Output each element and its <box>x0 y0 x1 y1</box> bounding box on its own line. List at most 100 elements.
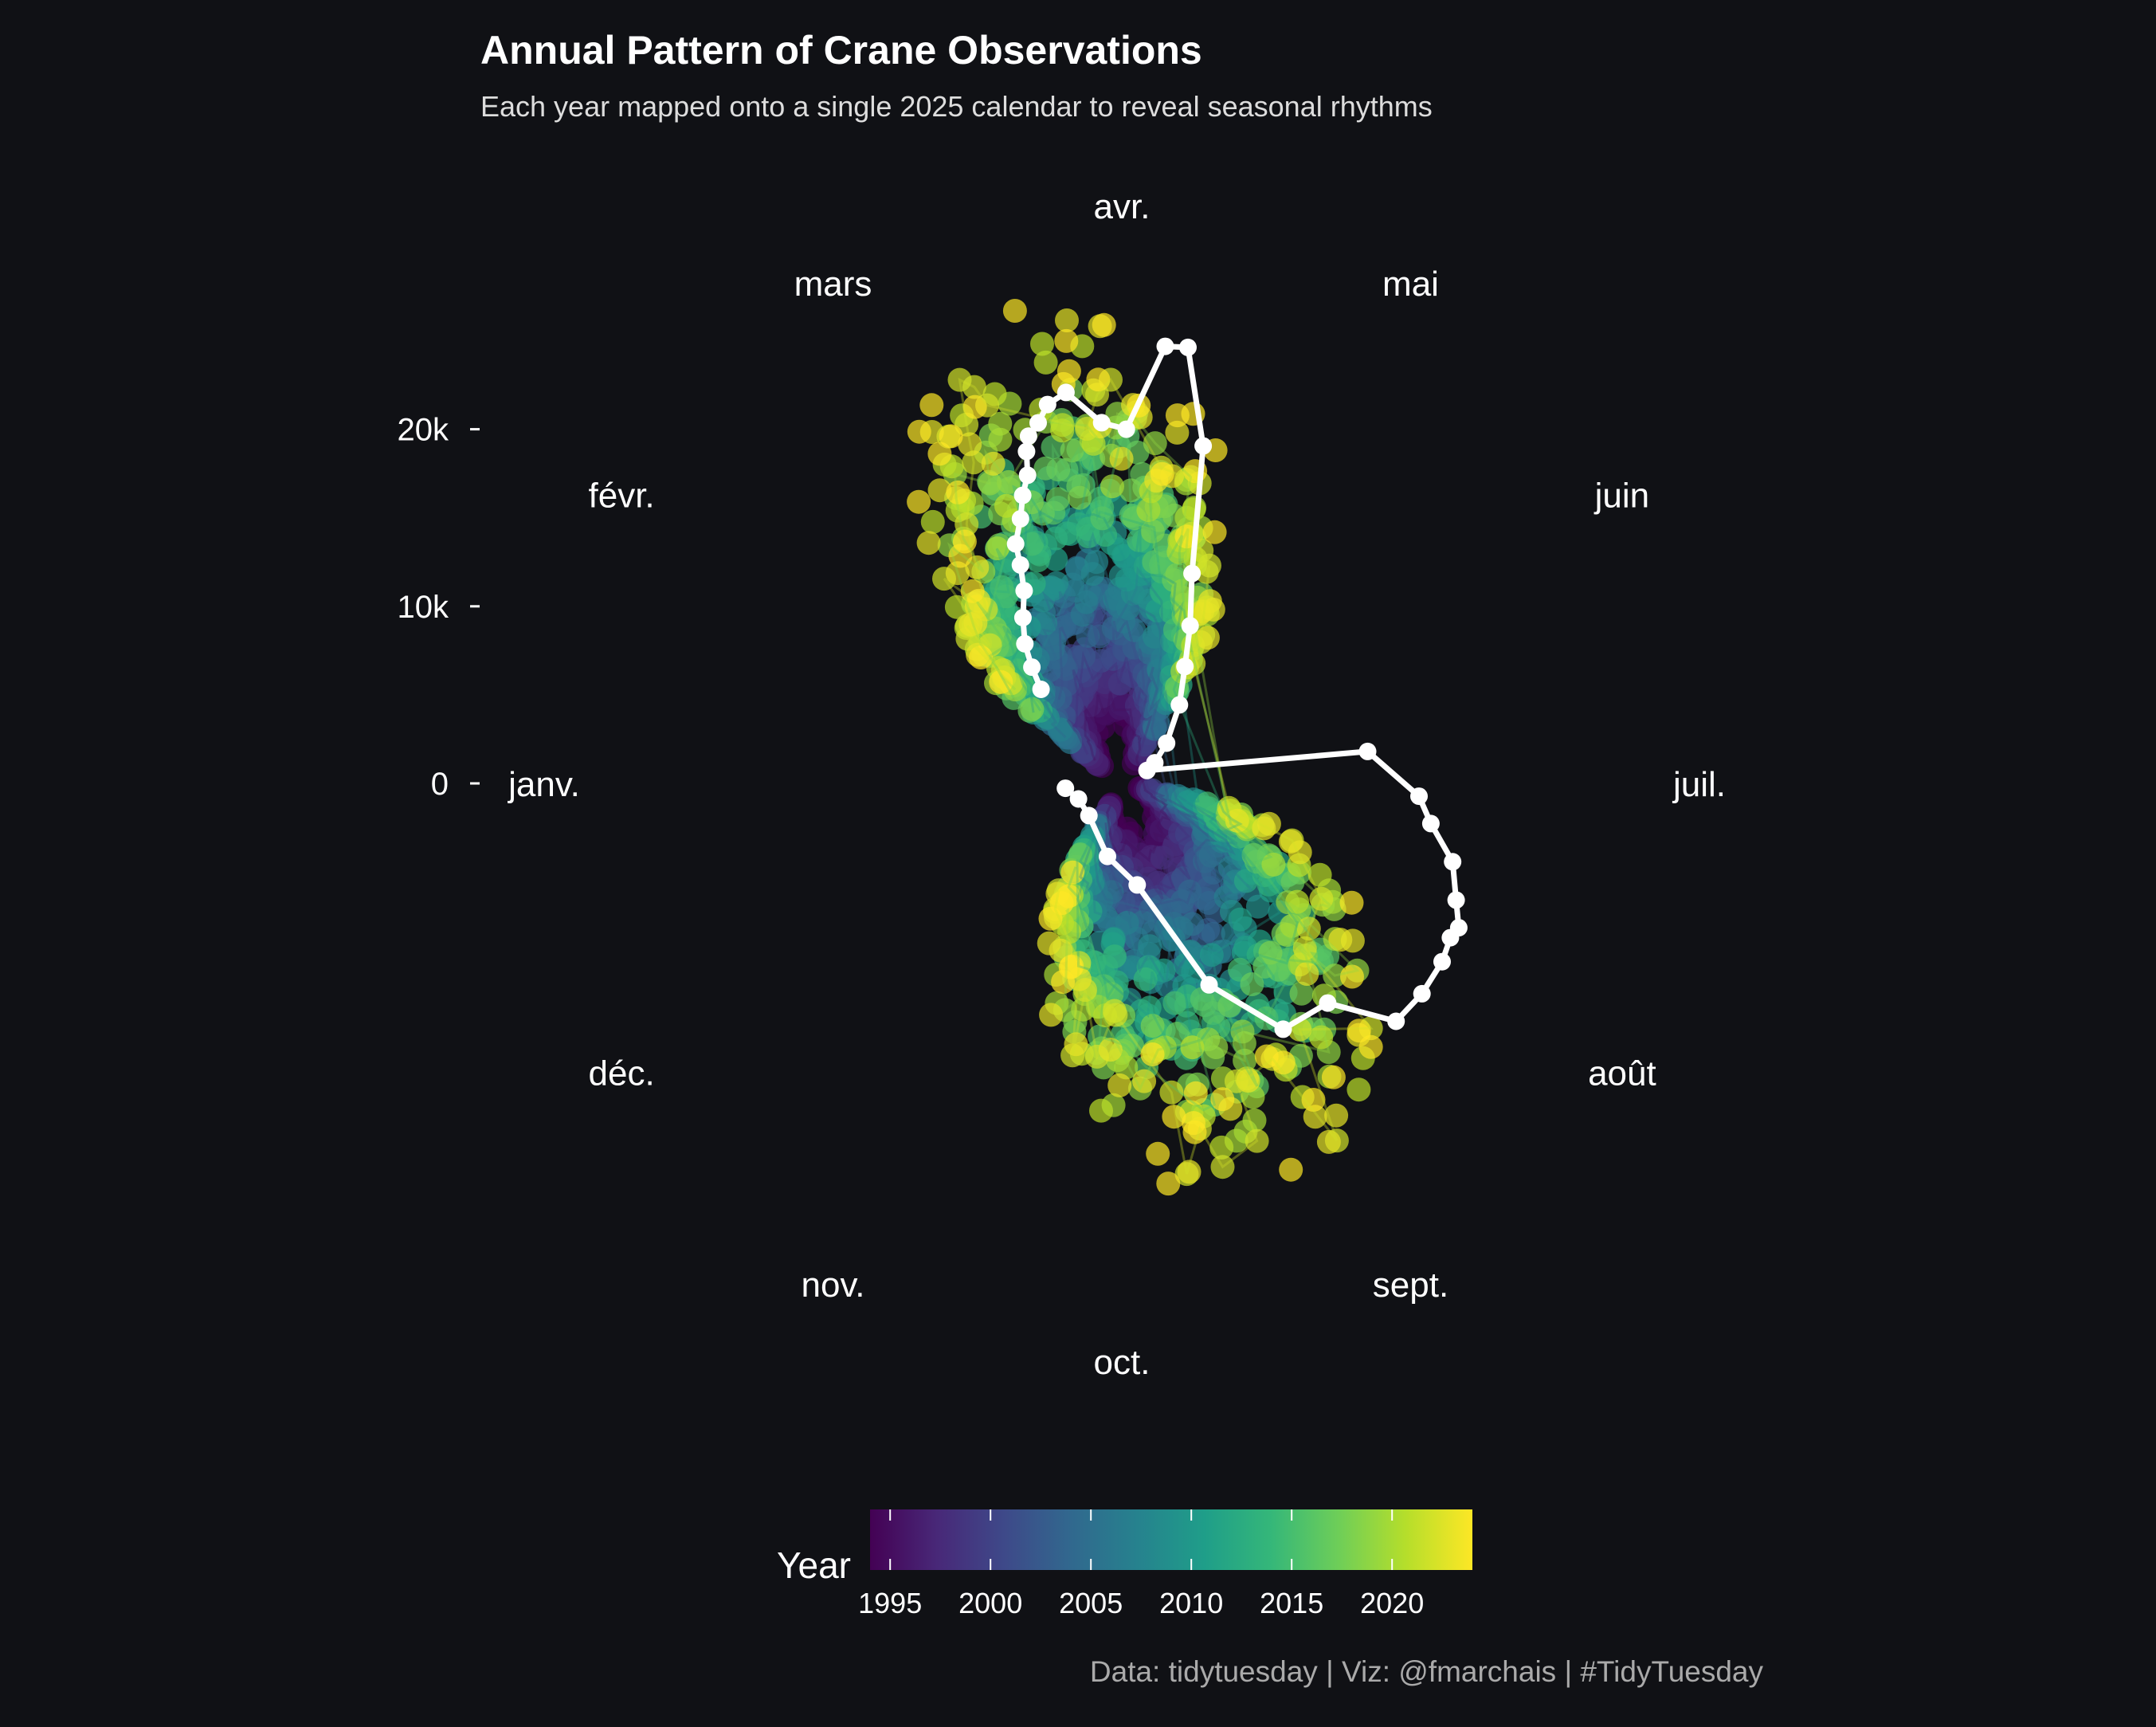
observation-point <box>1050 413 1075 438</box>
observation-point <box>1046 457 1071 482</box>
year-line <box>1084 691 1171 863</box>
highlight-point <box>1069 790 1088 808</box>
observation-point <box>1064 1032 1088 1057</box>
highlight-point <box>1441 928 1460 947</box>
observation-point <box>988 411 1013 436</box>
observation-point <box>1288 840 1312 865</box>
observation-point <box>1030 332 1054 356</box>
highlight-point <box>1138 761 1156 779</box>
highlight-point <box>1092 414 1111 432</box>
observation-point <box>1090 506 1115 531</box>
colorbar-tick-label: 2000 <box>958 1587 1022 1619</box>
highlight-point <box>1016 634 1034 653</box>
month-label: sept. <box>1373 1266 1448 1305</box>
highlight-point <box>1358 742 1377 760</box>
highlight-point <box>1117 420 1135 438</box>
observation-point <box>952 529 977 554</box>
colorbar-tick-label: 2015 <box>1260 1587 1323 1619</box>
observation-point <box>1107 1073 1132 1097</box>
observation-point <box>1159 1080 1184 1105</box>
highlight-series <box>1006 337 1468 1038</box>
highlight-point <box>1128 876 1147 894</box>
observation-point <box>1162 991 1187 1015</box>
observation-point <box>1150 461 1174 486</box>
observation-point <box>1324 1103 1349 1128</box>
highlight-point <box>1421 814 1440 833</box>
colorbar-ticks: 1995 2000 2005 2010 2015 2020 <box>858 1509 1424 1619</box>
highlight-point <box>1023 658 1041 677</box>
observation-point <box>1060 438 1084 463</box>
observation-point <box>944 595 969 619</box>
observation-point <box>981 451 1005 476</box>
observation-point <box>1201 921 1225 946</box>
observation-point <box>1045 487 1070 512</box>
observation-point <box>1162 1105 1186 1129</box>
observation-point <box>1033 350 1058 375</box>
observation-point <box>1279 1157 1303 1182</box>
observation-point <box>920 509 945 534</box>
observation-point <box>1195 791 1220 816</box>
observation-point <box>955 512 979 536</box>
observation-point <box>965 555 990 579</box>
observation-point <box>1245 1128 1269 1153</box>
colorbar-tick-label: 2020 <box>1360 1587 1424 1619</box>
highlight-point <box>1183 564 1201 583</box>
month-label: mai <box>1382 265 1439 304</box>
radial-tick-label: 20k <box>398 413 449 448</box>
month-label: févr. <box>589 477 655 516</box>
month-label: oct. <box>1094 1343 1151 1382</box>
observation-point <box>962 394 987 419</box>
observation-point <box>1347 1077 1371 1102</box>
month-label: nov. <box>802 1266 865 1305</box>
observation-point <box>1074 590 1099 614</box>
observation-point <box>1038 906 1063 931</box>
observation-point <box>1182 1120 1207 1144</box>
observation-point <box>1165 420 1190 445</box>
observation-point <box>1233 1048 1257 1073</box>
observation-point <box>1119 478 1143 503</box>
observation-point <box>1102 944 1127 969</box>
observation-point <box>916 531 941 555</box>
observation-point <box>927 442 952 466</box>
month-label: déc. <box>589 1054 655 1093</box>
observation-point <box>1092 312 1116 337</box>
chart-caption: Data: tidytuesday | Viz: @fmarchais | #T… <box>1090 1655 1764 1688</box>
observation-point <box>1146 1141 1170 1166</box>
month-label: avr. <box>1094 187 1151 226</box>
radial-axis: 0 10k 20k <box>398 413 480 802</box>
observation-point <box>1071 997 1096 1022</box>
highlight-point <box>1156 337 1174 355</box>
observation-point <box>1060 860 1085 885</box>
observation-point <box>1210 1087 1235 1112</box>
observation-point <box>1076 623 1100 648</box>
observation-point <box>1180 1035 1205 1060</box>
year-colorbar: Year 1995 2000 2005 2010 2015 2020 <box>777 1509 1472 1619</box>
month-labels: janv. févr. mars avr. mai juin juil. août sept. o… <box>507 187 1726 1382</box>
observation-point <box>1339 890 1364 915</box>
observation-point <box>1309 1025 1334 1050</box>
observation-point <box>978 471 1002 496</box>
observation-point <box>1002 299 1027 323</box>
observation-point <box>1347 1019 1371 1043</box>
observation-point <box>1133 967 1158 991</box>
observation-point <box>1285 889 1310 914</box>
year-line <box>1066 650 1191 900</box>
highlight-point <box>1019 427 1037 445</box>
observation-point <box>1039 1003 1064 1027</box>
observation-point <box>1020 532 1045 556</box>
month-label: août <box>1588 1054 1656 1093</box>
observation-point <box>1295 962 1319 986</box>
observation-point <box>1236 1069 1260 1093</box>
observation-point <box>1233 869 1258 893</box>
observation-point <box>1245 894 1270 919</box>
chart-title: Annual Pattern of Crane Observations <box>480 28 1202 73</box>
observation-point <box>1307 862 1332 887</box>
month-label: juin <box>1593 477 1650 516</box>
observation-point <box>1358 1034 1383 1059</box>
year-line <box>1034 584 1236 973</box>
observation-point <box>1261 852 1286 877</box>
observation-point <box>946 480 970 504</box>
highlight-point <box>1099 847 1116 865</box>
highlight-point <box>1410 787 1428 806</box>
radial-tick-label: 0 <box>431 767 449 802</box>
